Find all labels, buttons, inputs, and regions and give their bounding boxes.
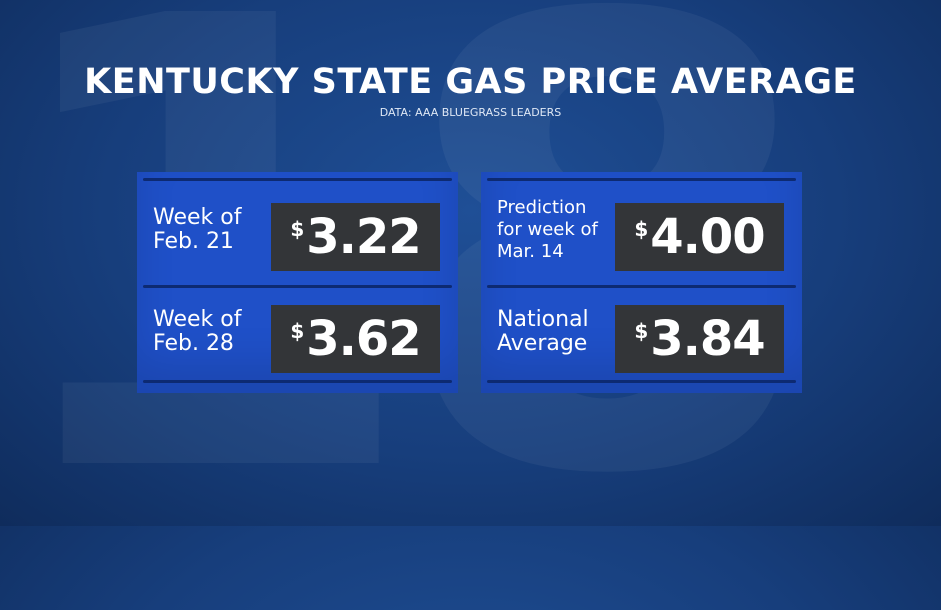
price-box: $4.00 (615, 203, 784, 271)
label-line: Feb. 21 (153, 229, 234, 254)
price: 3.22 (306, 209, 421, 265)
label-line: Feb. 28 (153, 331, 234, 356)
price-panel: Week of Feb. 21 $3.22 Week of Feb. 28 $3.62 (137, 172, 458, 393)
currency: $ (634, 319, 649, 343)
title: KENTUCKY STATE GAS PRICE AVERAGE (84, 62, 857, 102)
currency: $ (290, 217, 305, 241)
divider (143, 178, 452, 181)
price-box: $3.22 (271, 203, 440, 271)
divider (487, 380, 796, 383)
row-label: National Average (497, 308, 589, 356)
row-label: Week of Feb. 21 (153, 206, 241, 254)
price-row: Week of Feb. 28 $3.62 (137, 284, 458, 386)
row-label: Week of Feb. 28 (153, 308, 241, 356)
label-line: National (497, 307, 589, 332)
price-panel: Prediction for week of Mar. 14 $4.00 Nationa… (481, 172, 802, 393)
price: 3.62 (306, 311, 421, 367)
divider (487, 285, 796, 288)
label-line: Average (497, 331, 588, 356)
price-box: $3.84 (615, 305, 784, 373)
price-box: $3.62 (271, 305, 440, 373)
page: 18 KENTUCKY STATE GAS PRICE AVERAGE DATA… (0, 0, 941, 526)
currency: $ (290, 319, 305, 343)
price-row: Prediction for week of Mar. 14 $4.00 (481, 182, 802, 284)
divider (143, 380, 452, 383)
label-line: Week of (153, 307, 242, 332)
label-line: Week of (153, 205, 242, 230)
label-line: Mar. 14 (497, 241, 564, 262)
row-label: Prediction for week of Mar. 14 (497, 197, 598, 263)
label-line: for week of (497, 219, 598, 240)
price: 4.00 (650, 209, 765, 265)
currency: $ (634, 217, 649, 241)
source: DATA: AAA BLUEGRASS LEADERS (379, 106, 562, 119)
price-row: National Average $3.84 (481, 284, 802, 386)
price-row: Week of Feb. 21 $3.22 (137, 182, 458, 284)
label-line: Prediction (497, 197, 587, 218)
price: 3.84 (650, 311, 765, 367)
divider (487, 178, 796, 181)
divider (143, 285, 452, 288)
